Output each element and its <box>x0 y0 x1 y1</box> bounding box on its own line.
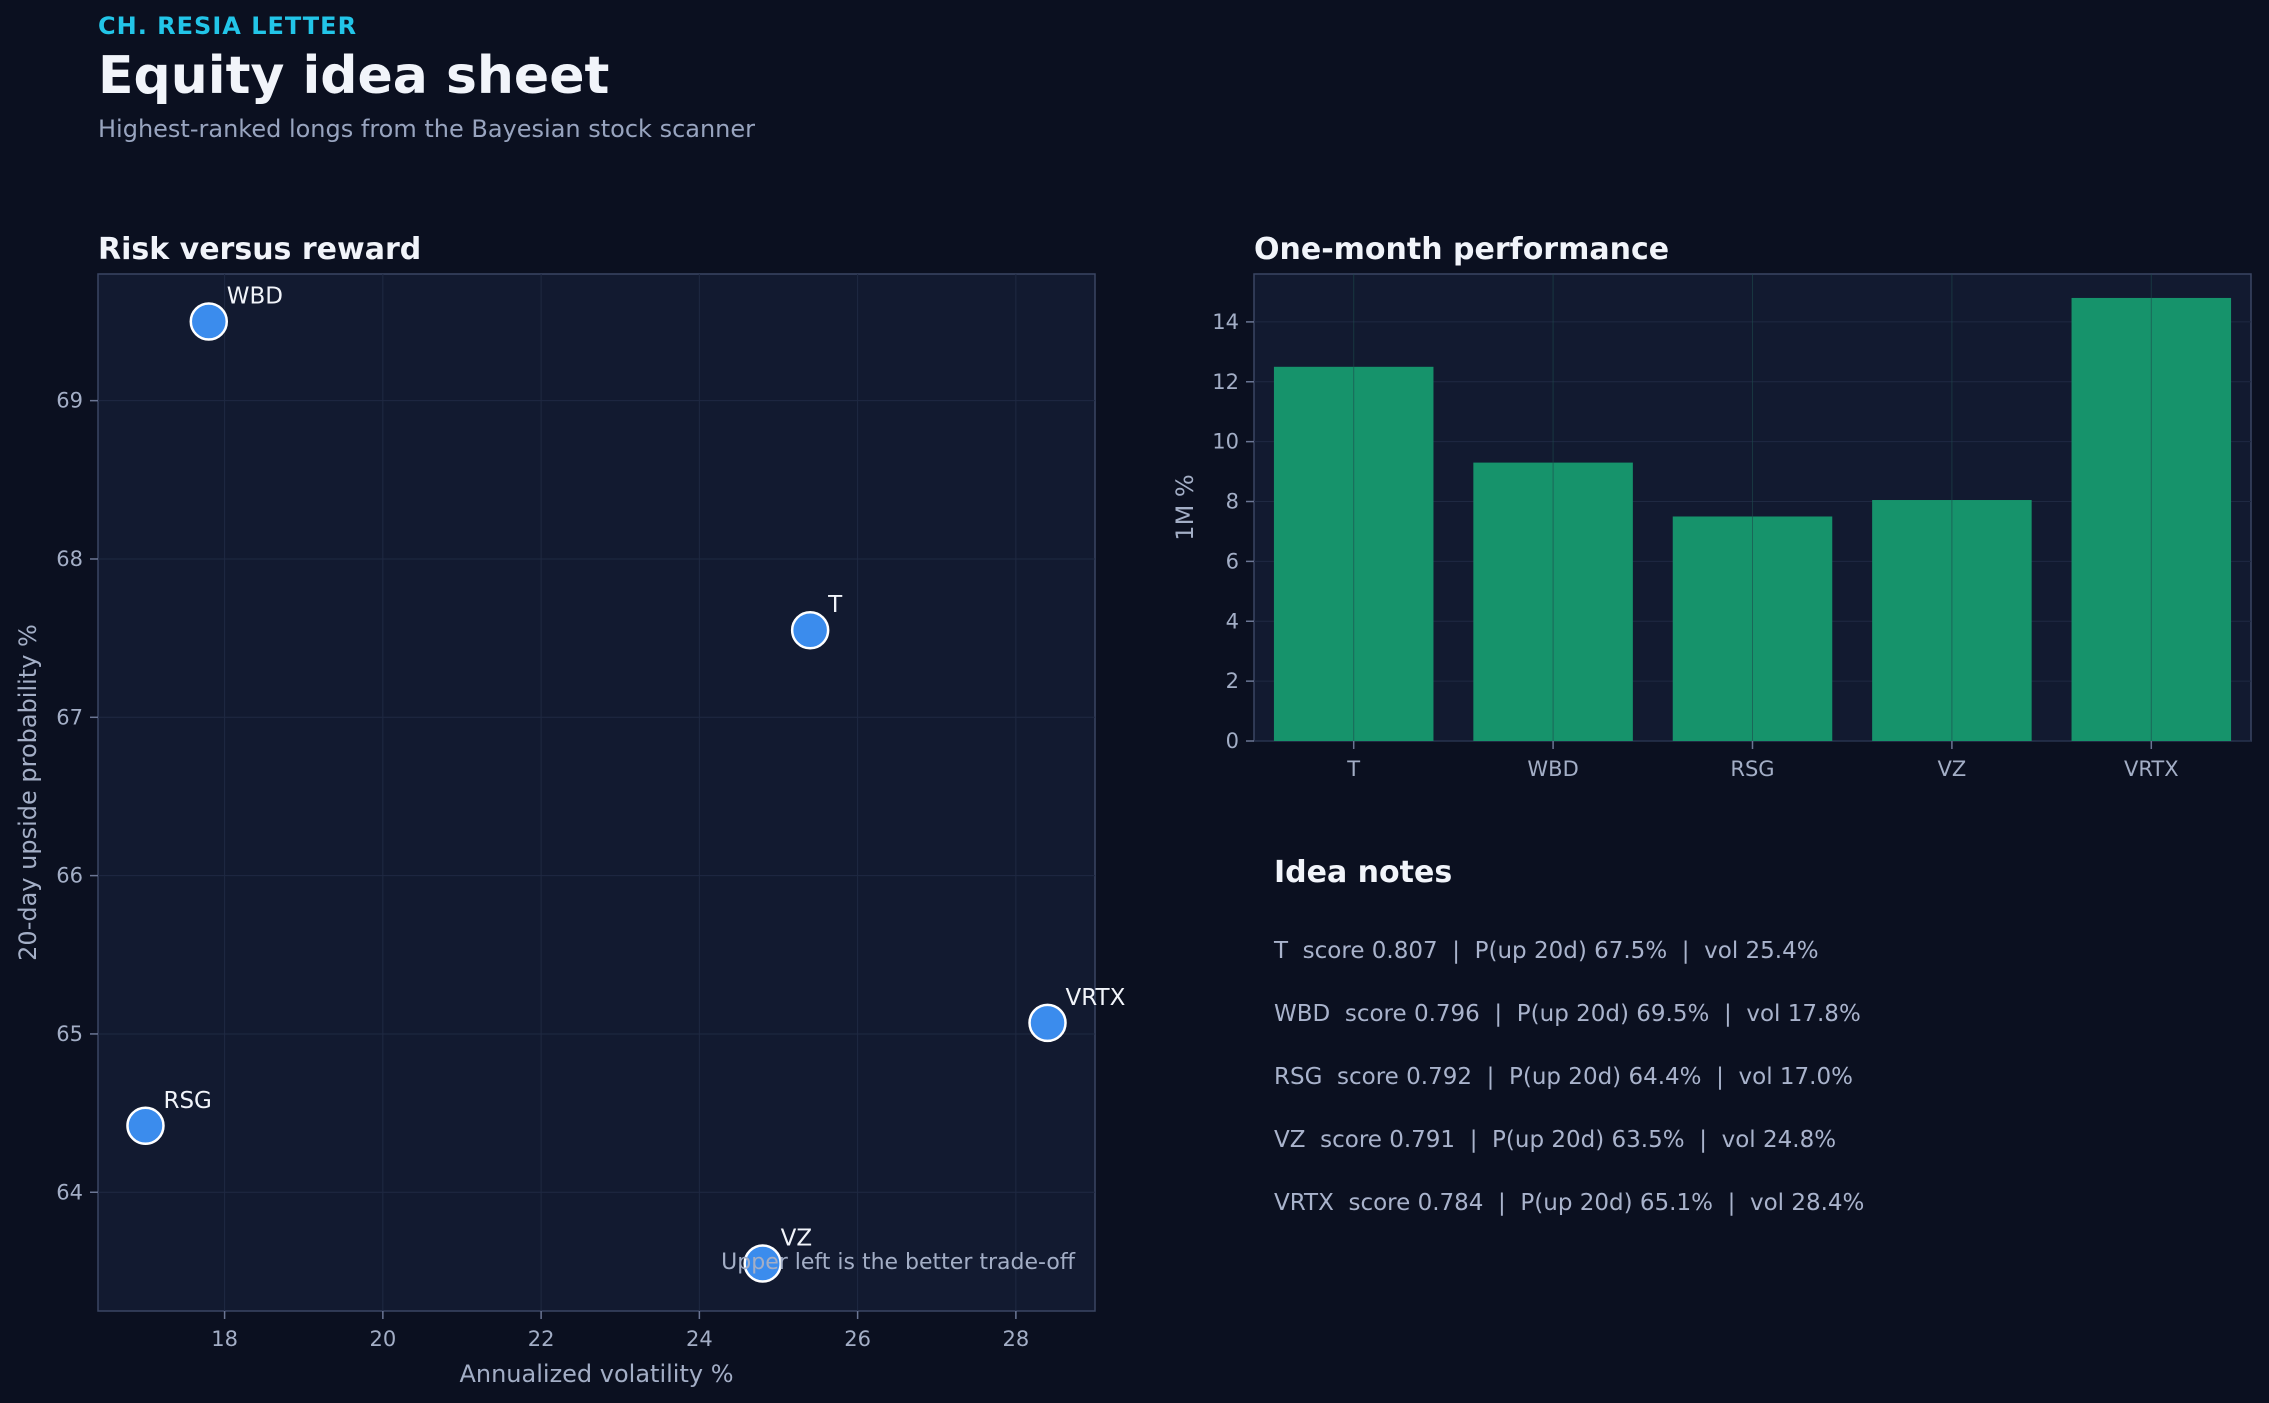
scatter-point <box>790 610 830 650</box>
bar-x-tick-label: VZ <box>1938 757 1967 781</box>
scatter-x-tick-label: 22 <box>528 1327 555 1351</box>
bar-y-tick-label: 8 <box>1226 490 1239 514</box>
bar-x-tick-label: VRTX <box>2124 757 2179 781</box>
scatter-point-label: WBD <box>227 283 283 309</box>
bar-y-tick-label: 6 <box>1226 549 1239 573</box>
scatter-point-label: T <box>827 592 843 618</box>
scatter-annotation: Upper left is the better trade-off <box>721 1250 1076 1275</box>
notes-title: Idea notes <box>1274 855 1453 890</box>
scatter-y-tick-label: 65 <box>56 1022 83 1046</box>
scatter-y-tick-label: 66 <box>56 864 83 888</box>
scatter-x-tick-label: 18 <box>211 1327 238 1351</box>
bar-x-tick-label: T <box>1346 757 1360 781</box>
scatter-point-label: RSG <box>163 1088 211 1114</box>
scatter-chart-title: Risk versus reward <box>98 232 422 267</box>
scatter-y-tick-label: 68 <box>56 547 83 571</box>
bar-chart-title: One-month performance <box>1254 232 1670 267</box>
scatter-point <box>126 1106 165 1146</box>
scatter-x-tick-label: 20 <box>369 1327 396 1351</box>
bar-y-tick-label: 4 <box>1226 609 1239 633</box>
note-item: WBD score 0.796 | P(up 20d) 69.5% | vol … <box>1274 1001 1861 1027</box>
scatter-point-label: VZ <box>781 1226 813 1252</box>
scatter-point-label: VRTX <box>1066 985 1126 1011</box>
bar-x-tick-label: RSG <box>1730 757 1774 781</box>
scatter-x-tick-label: 24 <box>686 1327 713 1351</box>
scatter-x-axis-label: Annualized volatility % <box>459 1360 733 1388</box>
scatter-x-tick-label: 28 <box>1003 1327 1030 1351</box>
scatter-y-tick-label: 67 <box>56 705 83 729</box>
notes-list: T score 0.807 | P(up 20d) 67.5% | vol 25… <box>1274 938 1864 1253</box>
scatter-point <box>189 302 229 341</box>
scatter-point <box>743 1244 782 1283</box>
scatter-x-tick-label: 26 <box>844 1327 871 1351</box>
scatter-point <box>1028 1003 1067 1043</box>
page-title: Equity idea sheet <box>98 46 610 106</box>
note-item: RSG score 0.792 | P(up 20d) 64.4% | vol … <box>1274 1064 1853 1090</box>
bar-y-tick-label: 10 <box>1212 430 1239 454</box>
scatter-plot-area <box>97 273 1096 1312</box>
bar-y-tick-label: 2 <box>1226 669 1239 693</box>
brand-label: CH. RESIA LETTER <box>98 12 358 40</box>
note-item: T score 0.807 | P(up 20d) 67.5% | vol 25… <box>1274 938 1819 964</box>
bar-y-axis-label: 1M % <box>1171 474 1199 540</box>
page-subtitle: Highest-ranked longs from the Bayesian s… <box>98 115 756 143</box>
bar-y-tick-label: 12 <box>1212 370 1239 394</box>
scatter-y-tick-label: 69 <box>56 389 83 413</box>
scatter-y-tick-label: 64 <box>56 1180 83 1204</box>
scatter-y-axis-label: 20-day upside probability % <box>14 624 42 961</box>
note-item: VRTX score 0.784 | P(up 20d) 65.1% | vol… <box>1274 1190 1865 1216</box>
note-item: VZ score 0.791 | P(up 20d) 63.5% | vol 2… <box>1274 1127 1837 1153</box>
bar-y-tick-label: 14 <box>1212 310 1239 334</box>
bar-x-tick-label: WBD <box>1527 757 1578 781</box>
bar-y-tick-label: 0 <box>1226 729 1239 753</box>
